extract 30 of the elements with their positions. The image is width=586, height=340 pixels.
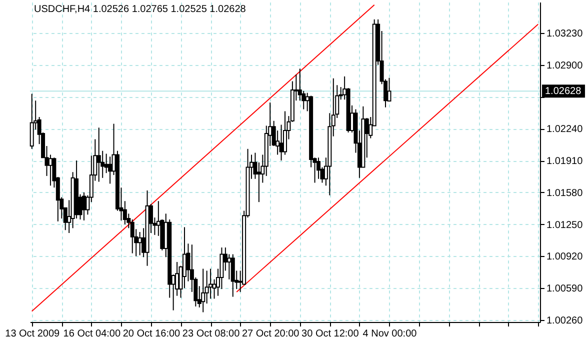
y-tick-label: 1.01910 bbox=[546, 156, 584, 167]
candlestick bbox=[230, 254, 235, 298]
x-tick-label: 4 Nov 00:00 bbox=[362, 328, 418, 340]
candlestick bbox=[227, 254, 232, 280]
candlestick bbox=[316, 157, 321, 180]
x-tick-label: 30 Oct 12:00 bbox=[302, 328, 360, 340]
y-tick-label: 1.00590 bbox=[546, 284, 584, 295]
x-tick-label: 13 Oct 2009 bbox=[5, 328, 60, 340]
y-tick-label: 1.00260 bbox=[546, 315, 584, 326]
chart-title: USDCHF,H4 1.02526 1.02765 1.02525 1.02628 bbox=[34, 4, 246, 15]
ref-line-label: 1.02628 bbox=[545, 86, 582, 98]
x-tick-label: 23 Oct 08:00 bbox=[182, 328, 240, 340]
y-tick-label: 1.00920 bbox=[546, 252, 584, 263]
candlestick bbox=[201, 268, 206, 313]
y-tick-label: 1.02240 bbox=[546, 124, 584, 136]
candlestick bbox=[48, 154, 52, 186]
y-tick-label: 1.01580 bbox=[546, 188, 584, 199]
candlestick bbox=[96, 127, 101, 182]
y-tick-label: 1.03230 bbox=[546, 28, 584, 40]
y-tick-label: 1.02900 bbox=[546, 60, 584, 72]
y-tick-label: 1.01250 bbox=[546, 220, 584, 231]
x-tick-label: 27 Oct 20:00 bbox=[242, 328, 300, 340]
candlestick bbox=[104, 153, 108, 174]
candlestick bbox=[256, 162, 261, 203]
candlestick bbox=[208, 268, 213, 300]
candlestick bbox=[279, 124, 284, 161]
x-tick-label: 16 Oct 04:00 bbox=[63, 328, 121, 340]
x-tick-label: 20 Oct 16:00 bbox=[122, 328, 181, 340]
candlestick bbox=[30, 93, 34, 150]
candlestick bbox=[108, 156, 112, 184]
